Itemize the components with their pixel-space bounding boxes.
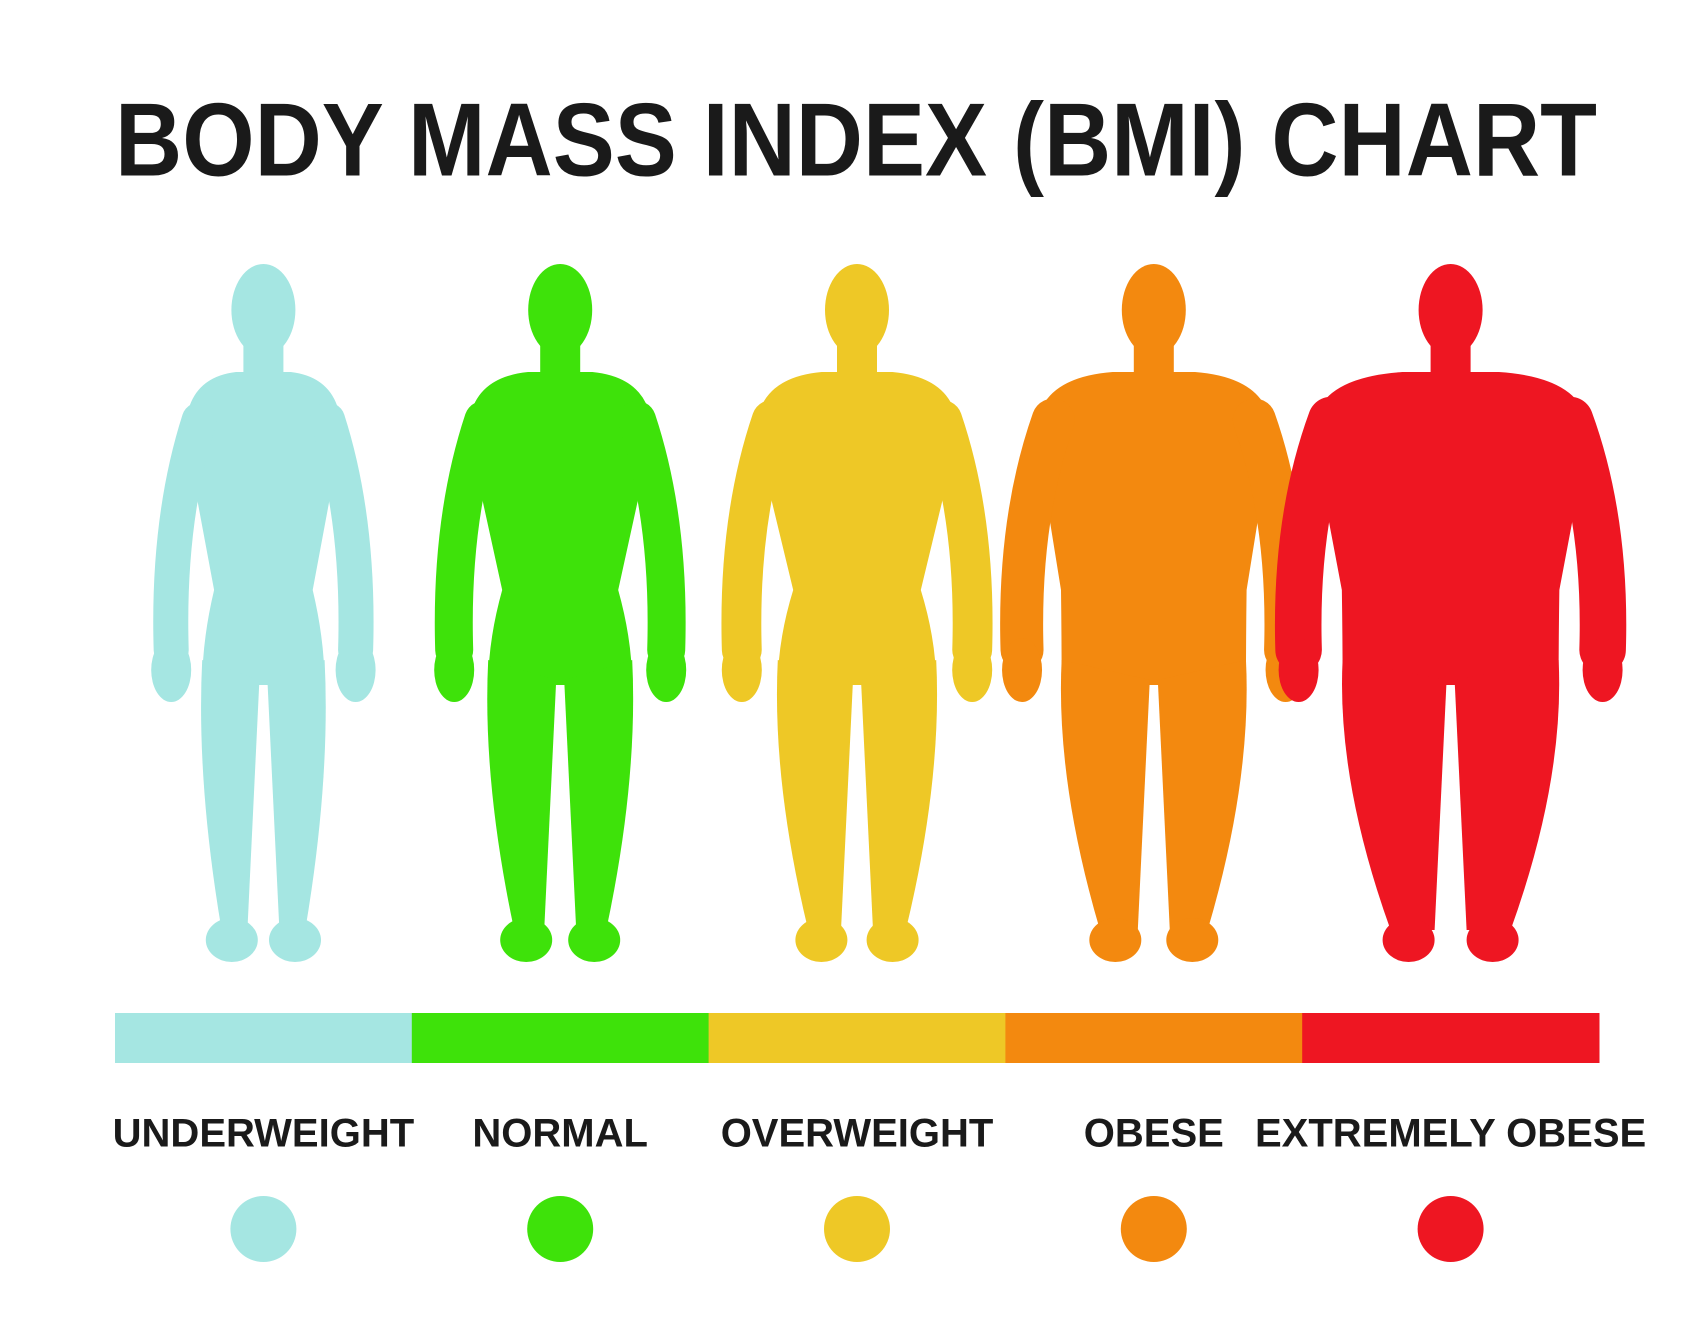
hand	[335, 638, 376, 702]
figure	[434, 264, 687, 962]
head	[528, 264, 593, 356]
leg	[1157, 660, 1247, 930]
head	[1418, 264, 1483, 356]
category-dot	[824, 1196, 890, 1262]
title: BODY MASS INDEX (BMI) CHART	[115, 82, 1597, 198]
torso	[1312, 372, 1589, 685]
foot	[568, 918, 621, 962]
leg	[1060, 660, 1150, 930]
hand	[1002, 638, 1043, 702]
leg	[1342, 660, 1447, 930]
scale-segment	[708, 1013, 1006, 1063]
foot	[1089, 918, 1142, 962]
hand	[721, 638, 762, 702]
category-label: OBESE	[1084, 1112, 1224, 1156]
hand	[952, 638, 993, 702]
category-label: OVERWEIGHT	[721, 1112, 994, 1156]
torso	[185, 372, 342, 685]
hand	[1278, 638, 1319, 702]
foot	[1382, 918, 1435, 962]
category-label: UNDERWEIGHT	[113, 1112, 414, 1156]
hand	[646, 638, 687, 702]
foot	[795, 918, 848, 962]
leg	[1454, 660, 1560, 930]
leg	[267, 660, 326, 930]
arm	[721, 400, 792, 670]
torso	[468, 372, 653, 685]
head	[231, 264, 296, 356]
category-label: EXTREMELY OBESE	[1255, 1112, 1646, 1156]
category-label: NORMAL	[472, 1112, 648, 1156]
figure	[151, 264, 376, 962]
arm	[618, 401, 686, 669]
head	[1121, 264, 1186, 356]
scale-segment	[1302, 1013, 1600, 1063]
head	[825, 264, 889, 356]
arm	[1274, 396, 1355, 674]
torso	[755, 372, 959, 685]
foot	[205, 918, 258, 962]
arm	[153, 402, 217, 668]
leg	[861, 660, 938, 930]
figure	[1274, 264, 1627, 962]
foot	[1166, 918, 1219, 962]
figure	[721, 264, 993, 962]
foot	[500, 918, 553, 962]
leg	[776, 660, 853, 930]
hand	[1582, 638, 1623, 702]
foot	[1466, 918, 1519, 962]
hand	[151, 638, 192, 702]
leg	[487, 660, 557, 930]
arm	[434, 401, 503, 669]
foot	[866, 918, 919, 962]
arm	[310, 402, 374, 668]
arm	[1000, 398, 1075, 672]
foot	[269, 918, 321, 962]
leg	[201, 660, 260, 930]
hand	[434, 638, 475, 702]
scale-segment	[1005, 1013, 1303, 1063]
category-dot	[1417, 1196, 1484, 1262]
category-dot	[527, 1196, 594, 1262]
category-dot	[230, 1196, 297, 1262]
category-dot	[1120, 1196, 1187, 1262]
torso	[1036, 372, 1272, 685]
arm	[922, 400, 993, 670]
scale-segment	[115, 1013, 413, 1063]
scale-segment	[411, 1013, 710, 1063]
arm	[1546, 396, 1627, 674]
leg	[564, 660, 634, 930]
